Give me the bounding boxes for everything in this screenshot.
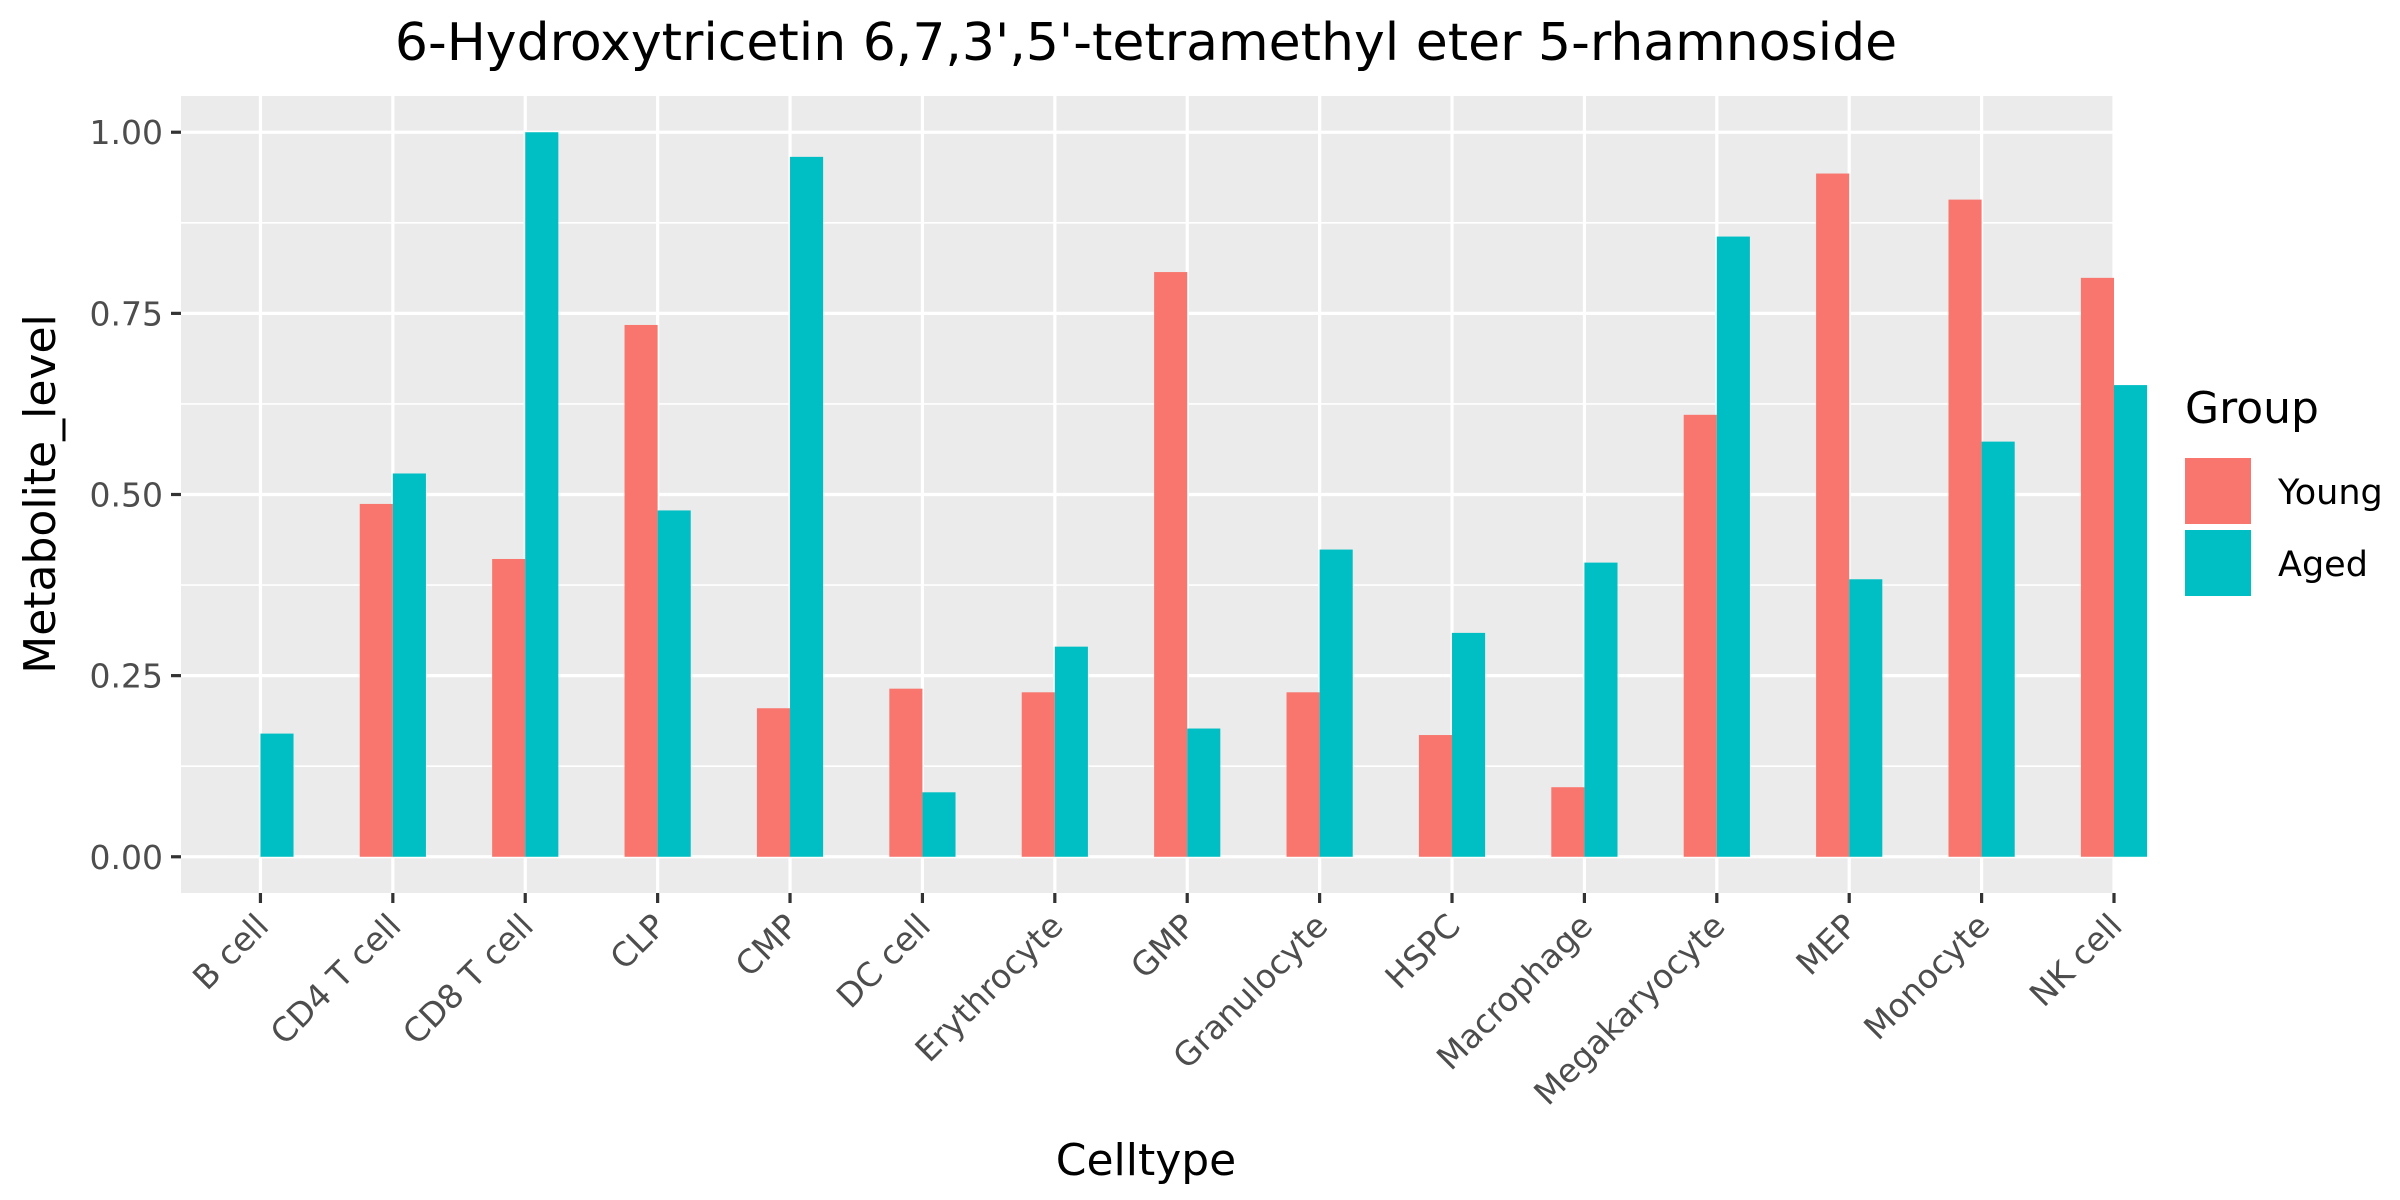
- x-tick-label: HSPC: [1377, 906, 1467, 996]
- bar-young-macrophage: [1551, 787, 1585, 857]
- bar-aged-clp: [657, 510, 691, 857]
- chart-title: 6-Hydroxytricetin 6,7,3',5'-tetramethyl …: [395, 13, 1897, 73]
- bar-aged-mep: [1849, 579, 1883, 857]
- bar-aged-gmp: [1187, 728, 1221, 857]
- bar-aged-megakaryocyte: [1716, 236, 1750, 857]
- x-tick-label: CLP: [602, 906, 673, 977]
- x-axis-title: Celltype: [1056, 1135, 1237, 1186]
- y-tick-label: 0.00: [90, 838, 163, 877]
- bar-young-dc-cell: [889, 688, 923, 857]
- bar-young-erythrocyte: [1021, 692, 1055, 857]
- legend-label-young: Young: [2277, 473, 2383, 513]
- bar-aged-cmp: [790, 156, 824, 857]
- x-tick-label: MEP: [1788, 906, 1865, 983]
- x-tick-label: B cell: [185, 906, 276, 997]
- plot-panel: [181, 96, 2148, 893]
- y-tick-label: 1.00: [90, 113, 163, 152]
- bar-aged-hspc: [1452, 632, 1486, 857]
- bar-young-nk-cell: [2080, 277, 2114, 857]
- legend-key-aged: [2185, 530, 2251, 596]
- bar-young-cd8-t-cell: [492, 558, 526, 857]
- x-tick-label: NK cell: [2022, 906, 2130, 1014]
- bar-young-clp: [624, 324, 658, 857]
- legend-title: Group: [2185, 383, 2319, 434]
- x-tick-label: CD8 T cell: [395, 906, 541, 1052]
- bar-young-cd4-t-cell: [359, 503, 393, 857]
- bar-aged-b-cell: [260, 733, 294, 857]
- y-axis-title: Metabolite_level: [15, 314, 66, 674]
- legend-label-aged: Aged: [2278, 545, 2368, 585]
- bar-young-monocyte: [1948, 199, 1982, 857]
- legend-key-young: [2185, 458, 2251, 524]
- legend: Group Young Aged: [2185, 383, 2383, 596]
- bar-aged-cd4-t-cell: [392, 473, 426, 857]
- bar-young-cmp: [756, 708, 791, 857]
- y-tick-label: 0.50: [90, 476, 163, 515]
- x-tick-label: DC cell: [829, 906, 938, 1015]
- x-tick-label: CMP: [728, 906, 806, 984]
- bar-aged-monocyte: [1981, 441, 2015, 857]
- bar-aged-nk-cell: [2114, 385, 2148, 857]
- bar-aged-erythrocyte: [1054, 646, 1088, 857]
- bar-aged-macrophage: [1584, 562, 1618, 857]
- y-tick-label: 0.75: [90, 294, 163, 333]
- bar-aged-granulocyte: [1319, 549, 1353, 857]
- y-tick-label: 0.25: [90, 657, 163, 696]
- bar-young-hspc: [1418, 735, 1453, 857]
- bar-young-megakaryocyte: [1683, 414, 1717, 857]
- x-tick-label: CD4 T cell: [263, 906, 409, 1052]
- x-tick-label: Monocyte: [1856, 906, 1997, 1047]
- bar-young-granulocyte: [1286, 692, 1320, 857]
- bar-young-gmp: [1154, 272, 1188, 857]
- x-tick-label: GMP: [1123, 906, 1203, 986]
- bar-aged-dc-cell: [922, 792, 956, 857]
- bar-young-mep: [1816, 173, 1850, 857]
- y-axis: 0.00 0.25 0.50 0.75 1.00: [90, 113, 181, 877]
- bar-aged-cd8-t-cell: [525, 132, 559, 857]
